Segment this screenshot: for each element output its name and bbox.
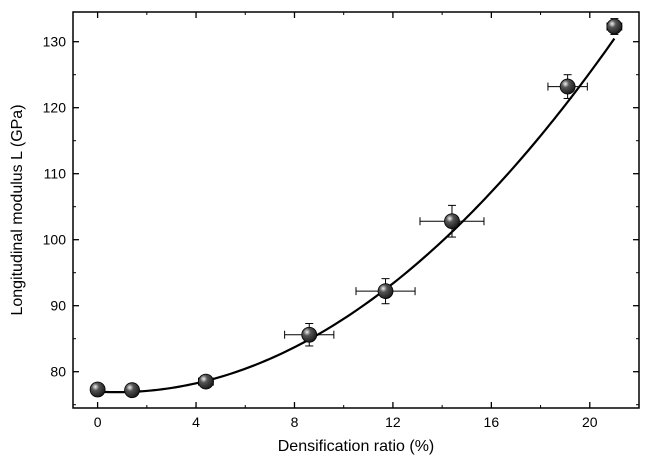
plot-frame [72, 11, 640, 409]
y-axis-title: Longitudinal modulus L (GPa) [9, 104, 26, 315]
y-tick-labels: 80 90 100 110 120 130 [43, 34, 67, 380]
axes-layer [72, 11, 640, 409]
y-tick-label: 130 [43, 34, 67, 50]
y-tick-label: 100 [43, 232, 67, 248]
y-tick-label: 120 [43, 100, 67, 116]
data-point [124, 382, 140, 399]
x-tick-label: 4 [192, 414, 200, 430]
data-point [559, 78, 576, 95]
y-tick-label: 80 [50, 364, 66, 380]
x-axis-title: Densification ratio (%) [278, 438, 435, 455]
error-bars-layer [93, 18, 623, 394]
data-point [301, 326, 318, 343]
data-point [606, 18, 623, 35]
data-point [377, 283, 394, 300]
data-point [197, 373, 214, 390]
y-tick-label: 90 [50, 298, 66, 314]
x-tick-label: 12 [385, 414, 401, 430]
x-tick-label: 20 [582, 414, 598, 430]
fit-curve [97, 37, 616, 394]
x-tick-labels: 0 4 8 12 16 20 [94, 414, 598, 430]
x-tick-label: 0 [94, 414, 102, 430]
x-tick-label: 8 [291, 414, 299, 430]
x-tick-label: 16 [484, 414, 500, 430]
data-point [89, 381, 106, 398]
y-tick-label: 110 [44, 166, 67, 182]
data-point [444, 213, 460, 230]
fit-curve-layer [97, 37, 616, 394]
data-points-layer [89, 18, 623, 399]
